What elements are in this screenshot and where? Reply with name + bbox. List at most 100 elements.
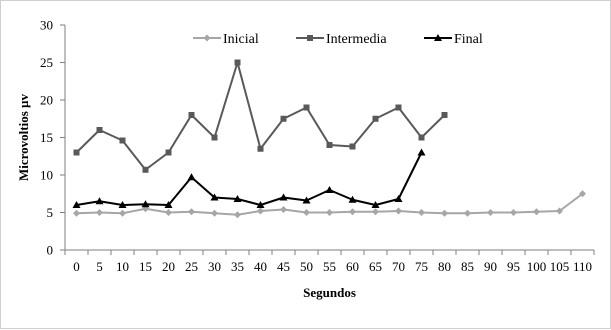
x-tick-label: 65	[369, 259, 382, 274]
data-point	[394, 195, 403, 202]
x-tick-label: 95	[507, 259, 520, 274]
axes	[64, 25, 594, 251]
data-point	[348, 195, 357, 203]
x-tick-label: 0	[73, 259, 80, 274]
data-point	[256, 201, 265, 208]
data-point	[211, 209, 218, 217]
legend-marker	[307, 35, 313, 41]
data-point	[279, 193, 288, 201]
data-point	[579, 190, 586, 198]
data-point	[556, 207, 563, 215]
data-point	[72, 201, 81, 208]
data-point	[210, 193, 219, 201]
data-point	[73, 149, 80, 156]
series-intermedia	[73, 59, 448, 173]
legend-marker	[434, 34, 442, 41]
data-point	[418, 134, 425, 141]
x-tick-label: 15	[139, 259, 152, 274]
data-point	[188, 208, 195, 216]
data-point	[95, 197, 104, 205]
x-tick-label: 35	[231, 259, 244, 274]
legend-item-intermedia: Intermedia	[296, 32, 387, 47]
x-tick-label: 60	[346, 259, 359, 274]
data-point	[417, 148, 426, 156]
x-tick-label: 100	[527, 259, 547, 274]
legend-marker	[203, 34, 211, 42]
data-point	[349, 143, 356, 150]
data-point	[302, 196, 311, 204]
legend-label: Inicial	[223, 32, 259, 47]
series-final	[72, 148, 426, 208]
data-point	[371, 201, 380, 208]
data-point	[395, 207, 402, 215]
data-point	[73, 209, 80, 217]
data-point	[418, 209, 425, 216]
data-point	[118, 201, 127, 208]
data-point	[280, 206, 287, 213]
data-point	[234, 59, 241, 66]
data-point	[487, 209, 494, 216]
x-tick-label: 55	[323, 259, 336, 274]
data-point	[280, 115, 287, 122]
data-point	[211, 134, 218, 141]
data-point	[441, 112, 448, 118]
y-tick-label: 25	[40, 55, 53, 70]
data-point	[187, 173, 196, 181]
y-axis-title: Microvoltios µv	[16, 93, 31, 181]
data-point	[257, 207, 264, 215]
data-point	[142, 166, 149, 173]
data-point	[510, 209, 517, 216]
x-ticks: 0 5 10 15 20 25 30 35 40 45 50 55 60 65 70 75 80 85 90 95 10…	[64, 250, 595, 274]
series-line	[75, 61, 446, 171]
x-tick-label: 45	[277, 259, 290, 274]
x-tick-label: 5	[96, 259, 103, 274]
x-tick-label: 10	[116, 259, 129, 274]
x-tick-label: 110	[573, 259, 592, 274]
x-axis-title: Segundos	[303, 285, 356, 300]
legend: Inicial Intermedia Final	[193, 32, 483, 47]
y-tick-label: 10	[40, 168, 53, 183]
y-tick-label: 20	[40, 93, 53, 108]
series-line	[76, 152, 423, 206]
legend-item-inicial: Inicial	[193, 32, 259, 47]
data-point	[395, 104, 402, 111]
y-tick-label: 0	[47, 243, 54, 258]
data-point	[188, 112, 195, 118]
data-point	[257, 145, 264, 152]
x-tick-label: 75	[415, 259, 428, 274]
x-tick-label: 50	[300, 259, 313, 274]
x-tick-label: 20	[162, 259, 175, 274]
data-point	[141, 200, 150, 208]
series-inicial	[73, 190, 586, 219]
data-point	[326, 209, 333, 216]
data-point	[372, 115, 379, 122]
x-tick-label: 25	[185, 259, 198, 274]
series-layer	[72, 59, 586, 219]
data-point	[441, 209, 448, 217]
x-tick-label: 85	[461, 259, 474, 274]
data-point	[119, 209, 126, 217]
data-point	[303, 104, 310, 111]
y-tick-label: 30	[40, 18, 53, 33]
y-tick-label: 5	[47, 205, 54, 220]
legend-label: Final	[454, 32, 483, 47]
data-point	[96, 127, 103, 133]
x-tick-label: 30	[208, 259, 221, 274]
data-point	[326, 142, 333, 148]
x-tick-label: 90	[484, 259, 497, 274]
y-tick-label: 15	[40, 130, 53, 145]
legend-label: Intermedia	[326, 32, 387, 47]
data-point	[533, 208, 540, 216]
data-point	[234, 211, 241, 219]
data-point	[233, 195, 242, 202]
data-point	[96, 209, 103, 216]
x-tick-label: 80	[438, 259, 451, 274]
data-point	[303, 209, 310, 216]
data-point	[165, 209, 172, 216]
data-point	[349, 208, 356, 216]
data-point	[165, 149, 172, 156]
data-point	[119, 137, 126, 144]
legend-item-final: Final	[424, 32, 483, 47]
